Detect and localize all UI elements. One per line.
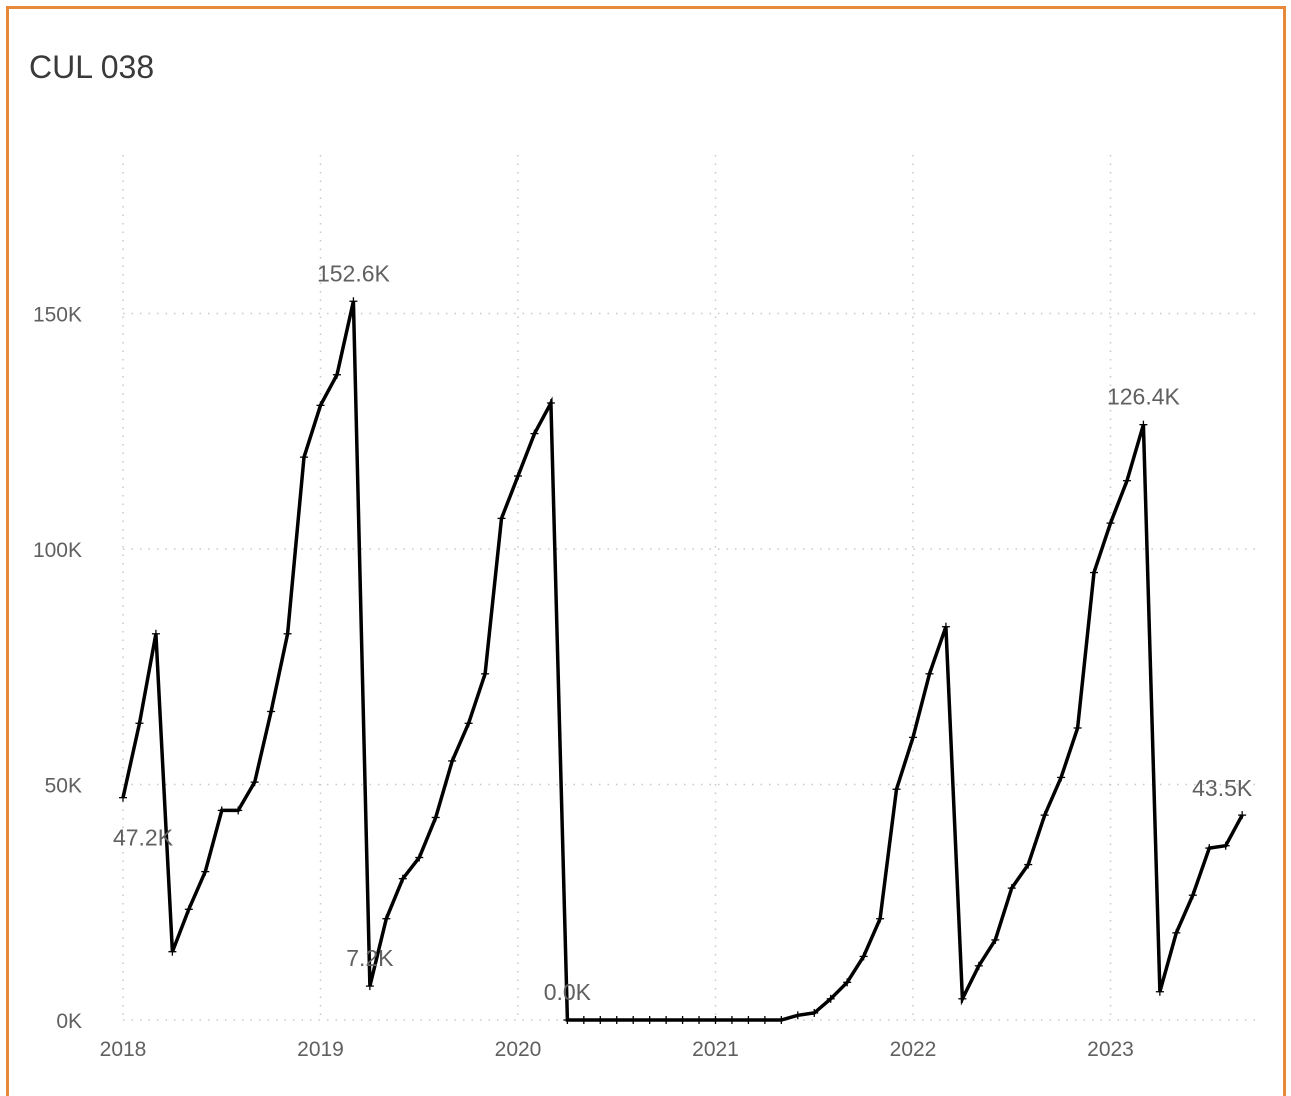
data-point (464, 719, 473, 728)
data-point (727, 1016, 736, 1024)
data-point (1057, 773, 1066, 782)
data-point (234, 806, 243, 815)
data-point (645, 1016, 654, 1024)
data-point (119, 793, 127, 802)
data-point (267, 707, 276, 716)
data-point (596, 1016, 605, 1024)
data-point (1221, 841, 1230, 850)
data-point (300, 453, 309, 462)
data-point (1155, 987, 1164, 996)
x-tick-label: 2018 (100, 1038, 147, 1061)
data-point (629, 1016, 638, 1024)
y-tick-label: 50K (45, 775, 82, 798)
data-label: 126.4K (1107, 384, 1181, 410)
data-point (925, 669, 934, 678)
data-point (909, 733, 917, 742)
data-point (843, 978, 852, 987)
data-point (1007, 884, 1016, 893)
data-point (1073, 723, 1082, 732)
data-point (168, 947, 177, 956)
data-point (579, 1016, 588, 1024)
data-point (695, 1016, 704, 1024)
data-point (1205, 844, 1214, 853)
chart-title: CUL 038 (29, 49, 155, 85)
data-point (1040, 811, 1049, 820)
series-line-group (121, 300, 1244, 1022)
y-tick-label: 0K (56, 1010, 82, 1033)
x-tick-label: 2022 (890, 1038, 937, 1061)
x-tick-label: 2019 (297, 1038, 344, 1061)
data-point (415, 853, 424, 862)
data-point (365, 982, 374, 991)
data-point (777, 1016, 786, 1024)
data-point (1024, 860, 1033, 869)
data-point (678, 1016, 687, 1024)
x-axis-ticks: 2018 2019 2020 2021 2022 2023 (100, 1038, 1134, 1061)
data-point (184, 905, 193, 914)
data-point (1139, 420, 1148, 429)
x-tick-label: 2020 (495, 1038, 542, 1061)
data-point (1090, 568, 1099, 577)
data-point (563, 1016, 572, 1024)
chart-panel: CUL 038 (6, 6, 1286, 1096)
data-point (217, 806, 226, 815)
data-label: 47.2K (113, 825, 174, 851)
data-label: 0.0K (544, 979, 592, 1005)
data-point (283, 629, 292, 638)
y-tick-label: 150K (33, 304, 82, 327)
data-point (1172, 928, 1181, 937)
y-tick-label: 100K (33, 539, 82, 562)
data-point (876, 914, 885, 923)
data-point (1122, 476, 1131, 485)
data-label: 152.6K (317, 260, 391, 286)
y-axis-ticks: 0K 50K 100K 150K (33, 304, 82, 1034)
series-line (121, 300, 1244, 1022)
data-point (859, 952, 868, 961)
data-point (1188, 891, 1197, 900)
data-point (991, 935, 1000, 944)
data-point (135, 719, 144, 728)
data-point (974, 961, 983, 970)
data-point (892, 785, 901, 794)
data-point (448, 756, 457, 765)
data-point (662, 1016, 671, 1024)
data-point (744, 1016, 753, 1024)
x-tick-label: 2021 (692, 1038, 739, 1061)
data-point (810, 1008, 819, 1017)
data-point (530, 429, 539, 438)
data-point (711, 1016, 720, 1024)
data-point (1106, 519, 1115, 528)
data-point (151, 629, 160, 638)
data-point (481, 669, 490, 678)
data-point (431, 813, 440, 822)
data-point (398, 874, 407, 883)
data-point (497, 514, 506, 523)
data-point (250, 778, 259, 787)
point-markers (119, 297, 1247, 1024)
data-point (760, 1016, 769, 1024)
data-point (382, 914, 391, 923)
data-point (958, 994, 967, 1003)
data-labels: 47.2K 152.6K 7.2K 0.0K 126.4K 43.5K (113, 260, 1253, 1005)
x-tick-label: 2023 (1087, 1038, 1134, 1061)
data-point (941, 622, 950, 631)
data-point (514, 471, 522, 480)
data-point (349, 297, 358, 306)
data-point (201, 867, 210, 876)
data-point (793, 1011, 802, 1020)
data-label: 7.2K (346, 945, 394, 971)
data-point (546, 398, 555, 407)
data-label: 43.5K (1192, 775, 1253, 801)
data-point (612, 1016, 621, 1024)
data-point (1238, 811, 1247, 820)
data-point (332, 370, 341, 379)
data-point (316, 401, 325, 410)
data-point (826, 994, 835, 1003)
